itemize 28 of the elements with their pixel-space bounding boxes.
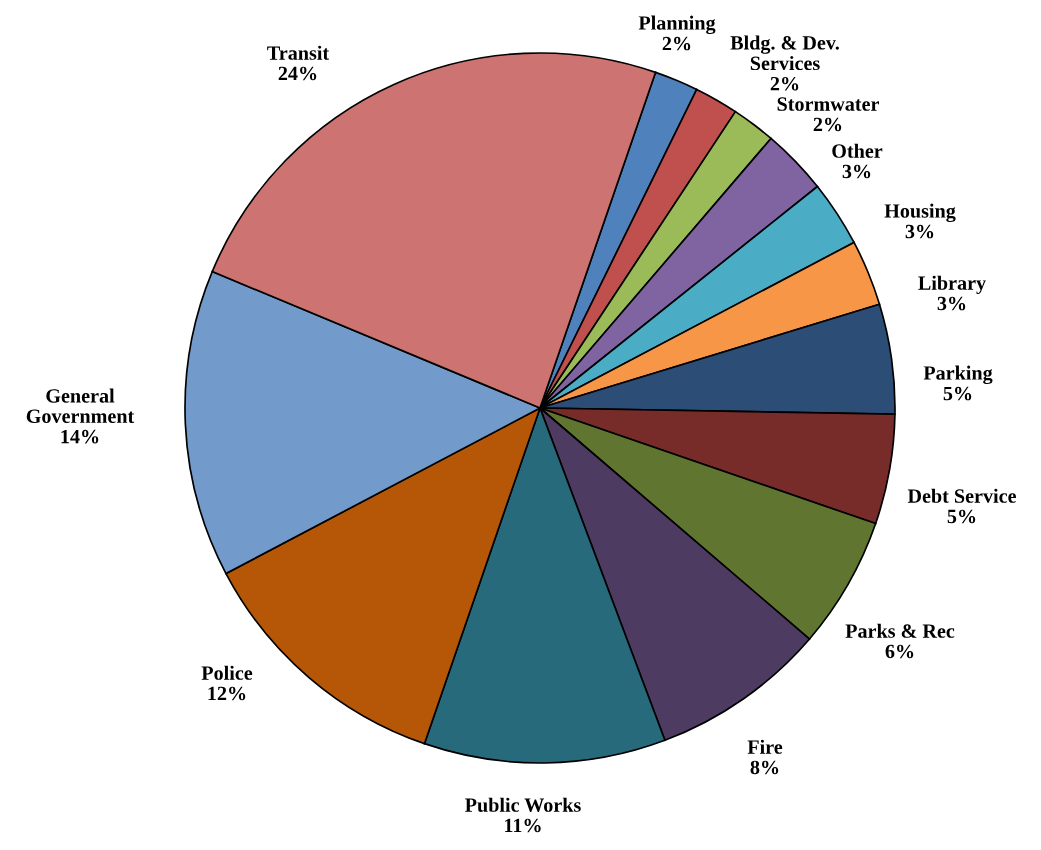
slice-label: Parking <box>923 365 993 385</box>
slice-label: Housing <box>884 203 956 223</box>
data-label: 5% <box>943 386 972 401</box>
slice-label: Debt Service <box>907 488 1016 503</box>
slice-label: Other <box>832 143 883 158</box>
data-label: 24% <box>278 66 317 81</box>
data-label: 2% <box>813 117 842 132</box>
slice-label: Transit <box>267 45 330 60</box>
data-label: 3% <box>905 224 934 239</box>
data-label: 3% <box>842 164 871 179</box>
slice-label: Public Works <box>465 797 581 812</box>
slice-label: Library <box>918 275 986 294</box>
slice-label: Parks & Rec <box>845 623 955 638</box>
slice-label: Stormwater <box>777 97 880 111</box>
data-label: 11% <box>505 818 541 833</box>
slice-label: General Government <box>26 388 135 424</box>
slice-label: Police <box>201 665 253 680</box>
slice-label: Bldg. & Dev. Services <box>730 35 839 71</box>
data-label: 14% <box>61 429 99 444</box>
data-label: 3% <box>937 296 966 311</box>
slice-label: Planning <box>638 15 716 35</box>
data-label: 2% <box>662 36 691 51</box>
data-label: 12% <box>208 686 246 701</box>
data-label: 8% <box>750 760 779 775</box>
slice-label: Fire <box>747 739 783 754</box>
data-label: 2% <box>770 76 799 91</box>
data-label: 6% <box>885 644 914 659</box>
data-label: 5% <box>947 509 976 524</box>
